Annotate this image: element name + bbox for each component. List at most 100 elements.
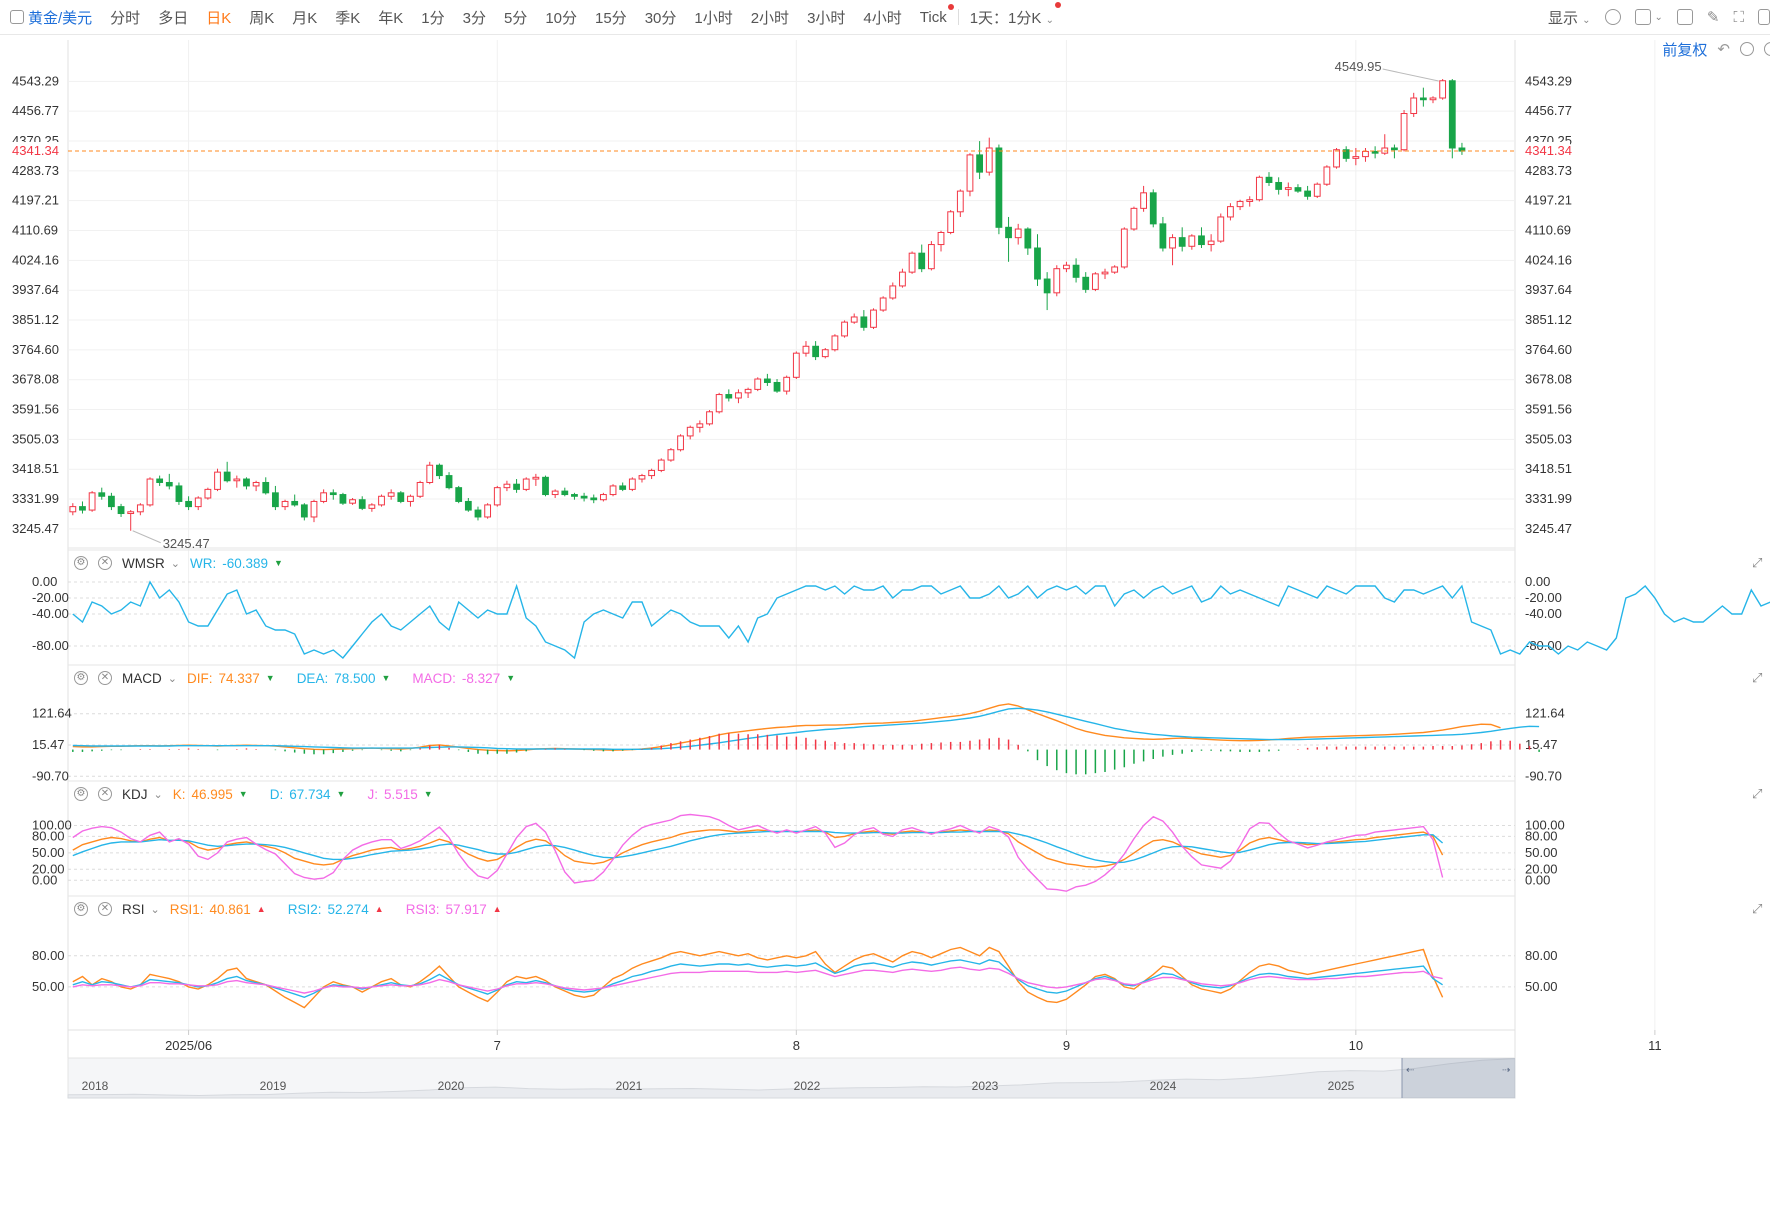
candle-87 [908, 252, 916, 273]
candle-89 [927, 244, 935, 270]
aggregation-selector[interactable]: 1天：1分K ⌄ [961, 1, 1063, 28]
navigator-year-3: 2021 [616, 1079, 643, 1093]
zoom-out-icon[interactable] [1740, 42, 1754, 56]
chevron-down-icon[interactable]: ⌄ [167, 672, 177, 685]
close-icon[interactable]: ✕ [98, 556, 112, 570]
period-tab-5[interactable]: 季K [335, 9, 361, 27]
period-tab-13[interactable]: 1小时 [694, 9, 733, 27]
pencil-icon[interactable]: ✎ [1706, 9, 1720, 26]
period-tab-11[interactable]: 15分 [595, 9, 627, 27]
indicator-name[interactable]: WMSR [122, 555, 165, 571]
fullscreen-icon[interactable]: ⛶ [1733, 8, 1744, 26]
candle-68 [725, 394, 733, 399]
toolbar: 黄金/美元 分时 多日 日K 周K 月K 季K 年K 1分 3分 5分 10分 15分 30分 1小时 2小… [0, 0, 1770, 35]
period-tab-12[interactable]: 30分 [644, 9, 677, 27]
current-price-label-left: 4341.34 [12, 143, 59, 158]
MACD-line-DIF [72, 703, 1501, 752]
sidebar-toggle-icon[interactable] [10, 10, 24, 24]
candle-112 [1149, 192, 1157, 225]
period-tab-7[interactable]: 1分 [421, 9, 445, 27]
chevron-down-icon[interactable]: ⌄ [170, 557, 180, 570]
candle-27 [329, 492, 337, 496]
layout-icon[interactable] [1634, 9, 1651, 25]
settings-gear-icon[interactable]: ⚙ [74, 671, 88, 685]
candle-94 [976, 154, 984, 173]
candle-7 [136, 504, 144, 513]
navigator-year-1: 2019 [260, 1079, 287, 1093]
candle-128 [1304, 190, 1311, 197]
candle-0 [69, 506, 77, 513]
candle-20 [262, 481, 270, 494]
MACD-y-tick-right-0: 121.64 [1525, 706, 1565, 721]
candle-109 [1120, 228, 1128, 268]
close-icon[interactable]: ✕ [98, 902, 112, 916]
candle-65 [696, 423, 704, 428]
chevron-down-icon: ⌄ [1045, 14, 1054, 26]
candle-23 [291, 500, 299, 506]
settings-gear-icon[interactable]: ⚙ [74, 902, 88, 916]
y-tick-right-1: 4456.77 [1525, 103, 1572, 118]
legend-value: -8.327 [461, 670, 501, 686]
period-tab-6[interactable]: 年K [378, 9, 404, 27]
indicator-name[interactable]: MACD [122, 670, 162, 686]
period-tab-14[interactable]: 2小时 [750, 9, 790, 27]
close-icon[interactable]: ✕ [98, 787, 112, 801]
candle-80 [841, 321, 848, 337]
settings-gear-icon[interactable]: ⚙ [74, 556, 88, 570]
expand-icon[interactable]: ⤢ [1752, 786, 1763, 801]
expand-icon[interactable]: ⤢ [1752, 901, 1763, 916]
y-tick-left-11: 3591.56 [12, 402, 59, 417]
chevron-down-icon[interactable]: ⌄ [1654, 11, 1663, 23]
KDJ-y-tick-left-2: 50.00 [32, 845, 65, 860]
adjust-button[interactable]: 前复权 [1662, 41, 1708, 59]
period-tab-8[interactable]: 3分 [462, 9, 486, 27]
candle-36 [416, 481, 424, 497]
period-tab-1[interactable]: 多日 [158, 9, 189, 27]
display-menu[interactable]: 显示 ⌄ [1548, 7, 1591, 28]
candle-96 [995, 147, 1003, 228]
triangle-up-icon: ▲ [492, 904, 502, 914]
settings-gear-icon[interactable] [1604, 9, 1621, 25]
y-tick-left-15: 3245.47 [12, 521, 59, 536]
candle-30 [358, 499, 366, 509]
period-tab-15[interactable]: 3小时 [807, 9, 846, 27]
period-tab-4[interactable]: 月K [292, 9, 318, 27]
y-tick-left-7: 3937.64 [12, 282, 59, 297]
indicator-name[interactable]: RSI [122, 901, 145, 917]
camera-icon[interactable] [1676, 9, 1693, 25]
candle-143 [1448, 80, 1456, 149]
period-tab-9[interactable]: 5分 [503, 9, 528, 27]
chevron-down-icon[interactable]: ⌄ [153, 788, 163, 801]
expand-icon[interactable]: ⤢ [1752, 670, 1763, 685]
candle-140 [1419, 97, 1427, 101]
legend-value: 74.337 [218, 670, 260, 686]
undo-icon[interactable]: ↶ [1717, 41, 1730, 58]
notification-dot [1054, 1, 1061, 8]
symbol-selector[interactable]: 黄金/美元 [28, 9, 93, 27]
period-tab-10[interactable]: 10分 [545, 9, 577, 27]
candle-138 [1400, 113, 1408, 151]
settings-gear-icon[interactable]: ⚙ [74, 787, 88, 801]
period-tab-17[interactable]: Tick [911, 3, 956, 26]
indicator-name[interactable]: KDJ [122, 786, 148, 802]
candle-71 [754, 378, 762, 390]
WMSR-y-tick-left-0: 0.00 [32, 574, 57, 589]
y-tick-left-12: 3505.03 [12, 431, 59, 446]
display-label: 显示 [1547, 9, 1578, 27]
period-tab-3[interactable]: 周K [249, 9, 275, 27]
candle-70 [744, 388, 752, 394]
candle-131 [1333, 149, 1340, 168]
period-tab-0[interactable]: 分时 [110, 9, 141, 27]
period-tab-16[interactable]: 4小时 [863, 9, 902, 27]
notification-dot [947, 3, 954, 10]
low-leader [132, 530, 161, 544]
close-icon[interactable]: ✕ [98, 671, 112, 685]
expand-icon[interactable]: ⤢ [1752, 555, 1763, 570]
candle-132 [1342, 149, 1350, 159]
y-tick-right-13: 3418.51 [1525, 461, 1572, 476]
candle-22 [281, 500, 289, 508]
candle-124 [1265, 176, 1273, 183]
chevron-down-icon[interactable]: ⌄ [150, 903, 160, 916]
period-tab-2[interactable]: 日K [206, 9, 232, 27]
